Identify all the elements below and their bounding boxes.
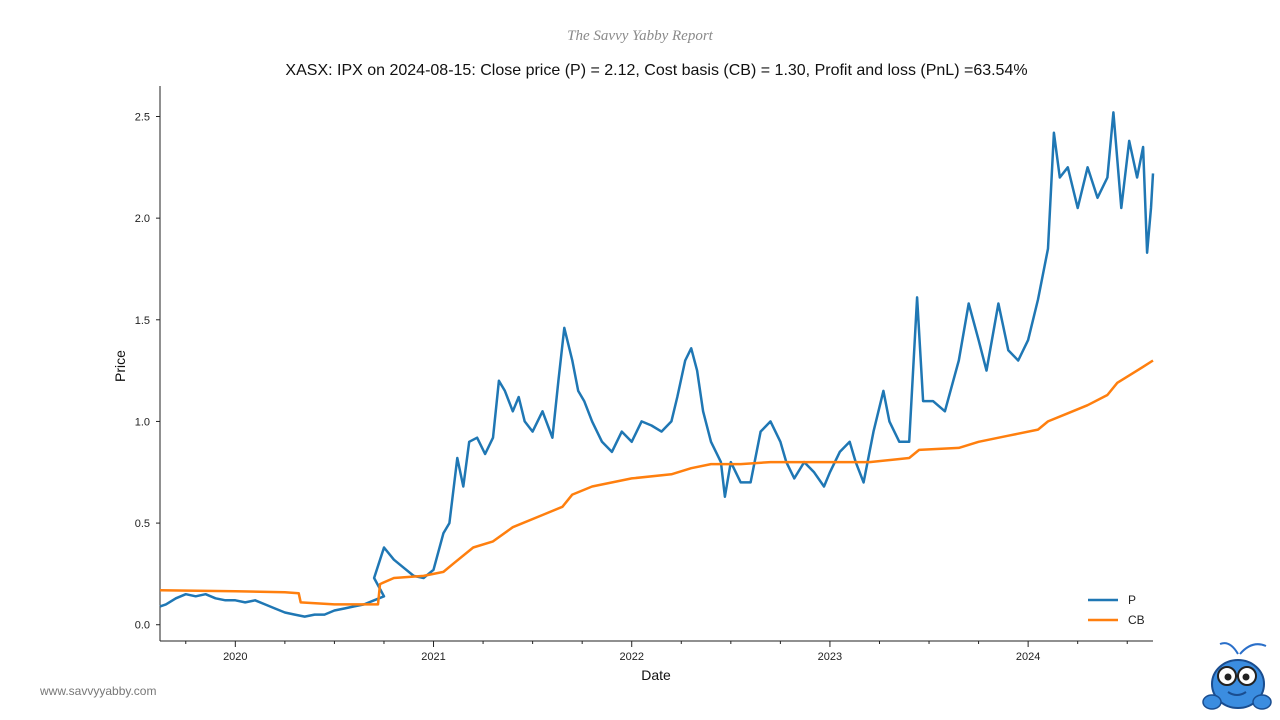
series-line-p <box>159 111 1155 618</box>
y-axis-label: Price <box>112 350 128 382</box>
website-footer: www.savvyyabby.com <box>40 684 157 698</box>
y-tick-label: 0.5 <box>135 518 150 530</box>
x-tick-label: 2022 <box>619 651 643 663</box>
x-axis-label: Date <box>641 667 671 683</box>
y-tick-label: 0.0 <box>135 620 150 632</box>
series-line-cb <box>159 359 1154 606</box>
chart-title: XASX: IPX on 2024-08-15: Close price (P)… <box>285 62 1028 79</box>
yabby-mascot-icon <box>1202 642 1272 710</box>
y-tick-label: 2.0 <box>135 213 150 225</box>
y-tick-label: 2.5 <box>135 111 150 123</box>
x-tick-label: 2023 <box>818 651 842 663</box>
series-lines <box>159 111 1155 618</box>
legend-label-p: P <box>1128 593 1136 607</box>
x-tick-label: 2024 <box>1016 651 1040 663</box>
x-tick-label: 2020 <box>223 651 247 663</box>
axes: 0.0 0.5 1.0 1.5 2.0 2.5 2020 2021 2022 2023 2024 <box>135 86 1153 663</box>
legend: P CB <box>1088 593 1145 627</box>
brand-header: The Savvy Yabby Report <box>567 28 713 44</box>
y-tick-label: 1.0 <box>135 416 150 428</box>
x-tick-label: 2021 <box>421 651 445 663</box>
y-tick-label: 1.5 <box>135 315 150 327</box>
legend-label-cb: CB <box>1128 613 1145 627</box>
